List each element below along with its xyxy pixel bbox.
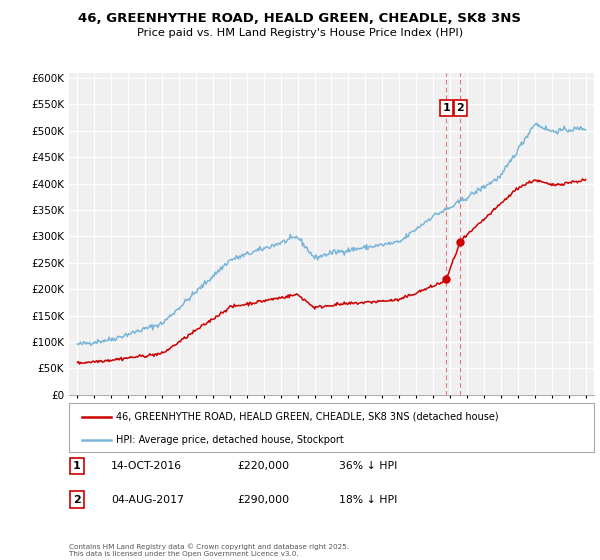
Text: 04-AUG-2017: 04-AUG-2017	[111, 494, 184, 505]
Text: 14-OCT-2016: 14-OCT-2016	[111, 461, 182, 471]
Text: 18% ↓ HPI: 18% ↓ HPI	[339, 494, 397, 505]
Text: 2: 2	[73, 494, 80, 505]
Text: HPI: Average price, detached house, Stockport: HPI: Average price, detached house, Stoc…	[116, 435, 344, 445]
Text: Contains HM Land Registry data © Crown copyright and database right 2025.
This d: Contains HM Land Registry data © Crown c…	[69, 544, 349, 557]
Text: 36% ↓ HPI: 36% ↓ HPI	[339, 461, 397, 471]
Text: £220,000: £220,000	[237, 461, 289, 471]
Text: 46, GREENHYTHE ROAD, HEALD GREEN, CHEADLE, SK8 3NS (detached house): 46, GREENHYTHE ROAD, HEALD GREEN, CHEADL…	[116, 412, 499, 422]
Text: 2: 2	[457, 103, 464, 113]
Text: 1: 1	[443, 103, 451, 113]
Text: Price paid vs. HM Land Registry's House Price Index (HPI): Price paid vs. HM Land Registry's House …	[137, 28, 463, 38]
Text: £290,000: £290,000	[237, 494, 289, 505]
Text: 46, GREENHYTHE ROAD, HEALD GREEN, CHEADLE, SK8 3NS: 46, GREENHYTHE ROAD, HEALD GREEN, CHEADL…	[79, 12, 521, 25]
Text: 1: 1	[73, 461, 80, 471]
